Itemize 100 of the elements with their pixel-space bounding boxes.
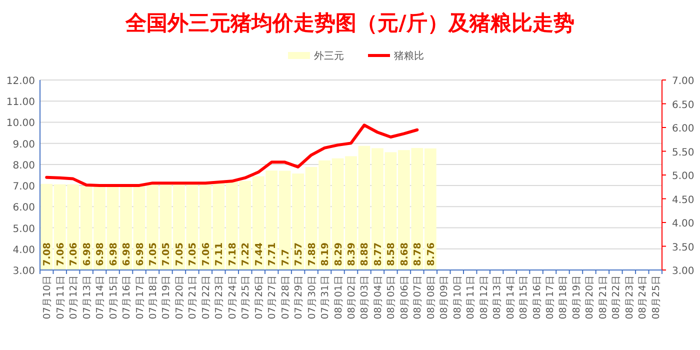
data-label: 6.98 — [95, 242, 106, 266]
x-tick-label: 08月21日 — [598, 275, 609, 320]
data-label: 7.88 — [306, 242, 318, 266]
data-label: 8.39 — [346, 242, 358, 266]
x-tick-label: 08月15日 — [518, 275, 530, 320]
x-tick-label: 08月16日 — [532, 275, 543, 320]
x-tick-label: 07月29日 — [294, 275, 305, 320]
data-label: 7.08 — [42, 242, 54, 266]
chart-title: 全国外三元猪均价走势图（元/斤）及猪粮比走势 — [124, 11, 574, 35]
x-tick-label: 08月04日 — [372, 275, 384, 320]
x-tick-label: 08月22日 — [611, 275, 622, 320]
x-tick-label: 08月25日 — [650, 275, 662, 320]
data-label: 6.98 — [122, 242, 133, 266]
data-label: 7.06 — [55, 242, 66, 266]
data-label: 6.98 — [134, 242, 146, 266]
x-tick-label: 08月10日 — [452, 275, 464, 320]
x-tick-label: 07月15日 — [108, 275, 120, 320]
data-label: 7.05 — [188, 242, 199, 266]
y2-tick-label: 3.50 — [672, 242, 694, 254]
x-tick-label: 07月30日 — [306, 275, 318, 320]
data-label: 7.22 — [240, 242, 252, 266]
data-label: 8.78 — [412, 242, 424, 266]
x-tick-label: 08月05日 — [386, 275, 398, 320]
data-label: 8.19 — [320, 242, 332, 266]
y-tick-label: 4.00 — [12, 244, 35, 256]
y2-tick-label: 5.00 — [672, 171, 694, 182]
x-tick-label: 08月08日 — [426, 275, 437, 320]
line-series — [45, 124, 419, 187]
data-label: 8.88 — [360, 242, 371, 266]
y-tick-label: 6.00 — [12, 202, 35, 214]
x-tick-label: 07月27日 — [267, 275, 278, 320]
y2-tick-label: 6.50 — [672, 100, 694, 111]
data-label: 6.98 — [108, 242, 120, 266]
data-label: 7.18 — [227, 242, 238, 266]
x-tick-label: 08月19日 — [571, 275, 582, 320]
x-tick-label: 07月10日 — [42, 275, 54, 320]
data-label: 8.76 — [426, 242, 437, 266]
x-tick-label: 07月11日 — [55, 275, 66, 320]
x-tick-label: 08月14日 — [505, 275, 516, 320]
x-tick-label: 08月07日 — [412, 275, 424, 320]
legend-label: 猪粮比 — [394, 50, 424, 62]
x-tick-label: 07月19日 — [161, 275, 172, 320]
data-label: 7.57 — [294, 242, 305, 266]
data-label: 7.06 — [200, 242, 212, 266]
y-tick-label: 12.00 — [6, 76, 35, 87]
data-label: 7.7 — [280, 249, 292, 266]
x-tick-label: 07月13日 — [82, 275, 93, 320]
x-tick-label: 08月20日 — [584, 275, 596, 320]
data-label: 7.06 — [68, 242, 80, 266]
y2-tick-label: 4.00 — [672, 218, 694, 230]
x-tick-label: 08月17日 — [545, 275, 556, 320]
x-tick-label: 08月09日 — [439, 275, 450, 320]
data-label: 8.58 — [386, 242, 398, 266]
x-tick-label: 08月11日 — [466, 275, 477, 320]
y-tick-label: 5.00 — [12, 224, 35, 235]
x-tick-label: 07月12日 — [68, 275, 80, 320]
data-label: 7.44 — [254, 242, 265, 266]
y2-tick-label: 3.00 — [672, 266, 694, 277]
x-tick-label: 08月01日 — [333, 275, 344, 320]
x-tick-label: 07月20日 — [174, 275, 186, 320]
y-tick-label: 7.00 — [12, 182, 35, 193]
y-tick-label: 8.00 — [12, 160, 35, 172]
x-tick-label: 07月25日 — [240, 275, 252, 320]
y-tick-label: 3.00 — [12, 266, 35, 277]
x-tick-label: 07月22日 — [200, 275, 212, 320]
x-tick-label: 08月12日 — [478, 275, 490, 320]
data-label: 7.05 — [174, 242, 186, 266]
y2-tick-label: 5.50 — [672, 147, 694, 158]
data-label: 7.05 — [161, 242, 172, 266]
y-tick-label: 11.00 — [6, 97, 35, 108]
data-label: 8.77 — [372, 242, 384, 266]
x-tick-label: 07月21日 — [188, 275, 199, 320]
data-label: 8.29 — [333, 242, 344, 266]
y2-tick-label: 6.00 — [672, 124, 694, 134]
x-tick-label: 07月17日 — [134, 275, 146, 320]
data-label: 7.11 — [214, 242, 226, 266]
x-tick-label: 07月26日 — [254, 275, 265, 320]
y-tick-label: 10.00 — [6, 118, 35, 130]
legend-label: 外三元 — [314, 51, 344, 62]
x-tick-label: 07月23日 — [214, 275, 226, 320]
data-label: 8.68 — [399, 242, 410, 266]
x-tick-label: 07月14日 — [95, 275, 106, 320]
x-tick-label: 08月24日 — [638, 275, 649, 320]
x-tick-label: 07月16日 — [122, 275, 133, 320]
data-label: 7.71 — [267, 242, 278, 266]
x-tick-label: 08月18日 — [558, 275, 570, 320]
data-label: 6.98 — [82, 242, 93, 266]
x-tick-label: 07月31日 — [320, 275, 332, 320]
y-tick-label: 9.00 — [12, 139, 35, 150]
x-tick-label: 08月02日 — [346, 275, 358, 320]
x-tick-label: 07月18日 — [148, 275, 159, 320]
y2-tick-label: 4.50 — [672, 194, 694, 206]
x-tick-label: 08月06日 — [399, 275, 410, 320]
x-tick-label: 08月23日 — [624, 275, 636, 320]
x-tick-label: 08月13日 — [492, 275, 504, 320]
y2-tick-label: 7.00 — [672, 76, 694, 87]
x-tick-label: 08月03日 — [360, 275, 371, 320]
data-label: 7.05 — [148, 242, 159, 266]
x-tick-label: 07月24日 — [227, 275, 238, 320]
x-tick-label: 07月28日 — [280, 275, 292, 320]
